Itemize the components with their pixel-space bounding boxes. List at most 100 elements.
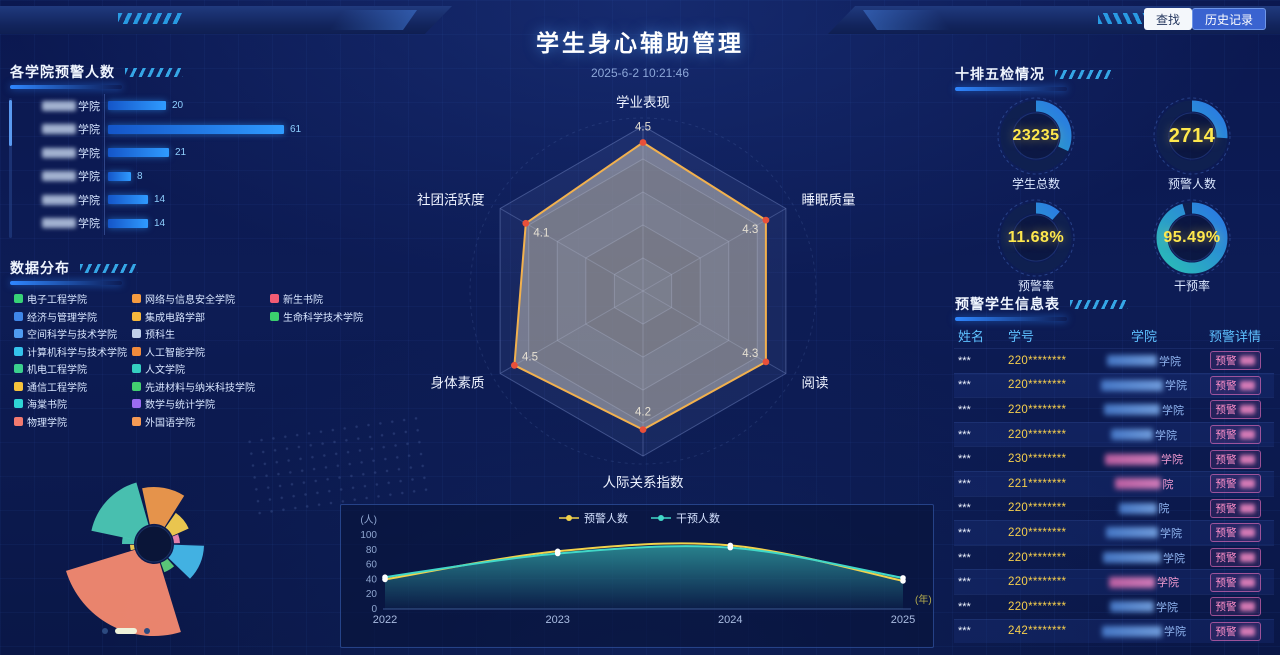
bar-row: 学院 14	[16, 211, 336, 235]
student-name: ***	[958, 428, 971, 441]
warning-badge[interactable]: 预警	[1209, 597, 1261, 617]
scrollbar-thumb[interactable]	[9, 100, 12, 146]
stat-label: 干预率	[1173, 279, 1210, 293]
warning-badge[interactable]: 预警	[1209, 523, 1261, 543]
bar-value: 8	[137, 170, 143, 182]
column-header-name: 姓名	[958, 328, 985, 344]
table-row[interactable]: *** 220******** 学院 预警	[954, 348, 1274, 373]
table-row[interactable]: *** 220******** 学院 预警	[954, 520, 1274, 545]
history-button[interactable]: 历史记录	[1191, 8, 1266, 30]
legend-column: 电子工程学院经济与管理学院空间科学与技术学院 计算机科学与技术学院 机电工程学院 通信…	[14, 292, 127, 429]
masked-college	[1118, 502, 1157, 514]
warning-badge[interactable]: 预警	[1209, 425, 1261, 445]
student-id: 220********	[1008, 379, 1067, 392]
table-row[interactable]: *** 242******** 学院 预警	[954, 618, 1274, 644]
legend-item[interactable]: 通信工程学院	[14, 380, 126, 394]
legend-item[interactable]: 先进材料与纳米科技学院	[132, 380, 264, 394]
masked-warning-detail	[1239, 626, 1255, 636]
warning-badge[interactable]: 预警	[1209, 474, 1261, 494]
pager-dot-active[interactable]	[115, 628, 137, 634]
college-suffix: 学院	[1157, 577, 1179, 590]
table-row[interactable]: *** 230******** 学院 预警	[954, 446, 1274, 471]
legend-item[interactable]: 空间科学与技术学院	[14, 327, 126, 341]
legend-item[interactable]: 人工智能学院	[132, 345, 264, 359]
legend-swatch	[132, 416, 141, 426]
legend-label: 新生书院	[283, 295, 323, 306]
legend-item[interactable]: 人文学院	[132, 362, 264, 376]
table-row[interactable]: *** 220******** 学院 预警	[954, 569, 1274, 594]
warning-badge[interactable]: 预警	[1209, 621, 1261, 641]
legend-item[interactable]: 生命科学技术学院	[270, 310, 363, 324]
bar-zone: 14	[104, 188, 336, 212]
table-row[interactable]: *** 221******** 院 预警	[954, 470, 1274, 496]
legend-swatch	[132, 329, 141, 338]
college-suffix: 学院	[78, 194, 100, 207]
section-title: 各学院预警人数	[10, 64, 115, 80]
student-college: 学院	[1090, 402, 1198, 418]
warning-cell: 预警	[1198, 474, 1272, 494]
legend-item[interactable]: 经济与管理学院	[14, 310, 126, 324]
table-row[interactable]: *** 220******** 学院 预警	[954, 421, 1274, 447]
pager-dot[interactable]	[102, 628, 108, 634]
college-suffix: 学院	[78, 100, 100, 113]
svg-text:80: 80	[366, 545, 378, 556]
legend-item[interactable]: 海棠书院	[14, 397, 126, 411]
bar-row: 学院 61	[16, 117, 336, 141]
legend-item[interactable]: 集成电路学部	[132, 310, 264, 324]
svg-text:60: 60	[366, 560, 378, 571]
masked-college	[1104, 404, 1160, 416]
masked-college-name	[42, 218, 76, 229]
warning-badge[interactable]: 预警	[1209, 375, 1261, 395]
slash-decoration	[1055, 69, 1113, 79]
warning-badge[interactable]: 预警	[1209, 351, 1261, 371]
student-name: ***	[958, 354, 971, 367]
legend-item[interactable]: 外国语学院	[132, 415, 264, 429]
legend-item[interactable]: 预科生	[132, 327, 264, 341]
warning-badge[interactable]: 预警	[1209, 498, 1261, 518]
slash-decoration	[1070, 299, 1128, 309]
legend-item[interactable]: 计算机科学与技术学院	[14, 345, 127, 359]
masked-warning-detail	[1239, 577, 1255, 587]
gauge-ring	[1153, 199, 1231, 277]
warning-badge[interactable]: 预警	[1209, 400, 1261, 420]
warning-badge[interactable]: 预警	[1209, 449, 1261, 469]
legend-item[interactable]: 电子工程学院	[14, 292, 126, 306]
pager-dot[interactable]	[144, 628, 150, 634]
stat-label: 预警率	[1017, 279, 1054, 293]
bar-chart-scrollbar[interactable]	[9, 98, 12, 238]
table-row[interactable]: *** 220******** 学院 预警	[954, 544, 1274, 570]
legend-item[interactable]: 物理学院	[14, 415, 126, 429]
college-warning-bars: 学院 20 学院 61 学院 21 学院 8 学院 14 学院 14	[16, 94, 336, 235]
bar-label: 学院	[16, 121, 100, 137]
gauge-ring	[997, 199, 1075, 277]
warning-badge[interactable]: 预警	[1209, 572, 1261, 592]
masked-college-name	[42, 147, 76, 158]
inspection-gauges: 23235 学生总数 2714 预警人数 11.68% 预警率 95.49% 干预率	[958, 96, 1270, 298]
search-button[interactable]: 查找	[1143, 8, 1192, 30]
student-name: ***	[958, 403, 971, 416]
table-row[interactable]: *** 220******** 学院 预警	[954, 372, 1274, 398]
table-row[interactable]: *** 220******** 学院 预警	[954, 397, 1274, 422]
masked-college	[1109, 576, 1155, 588]
legend-item[interactable]: 网络与信息安全学院	[132, 292, 264, 306]
legend-item[interactable]: 新生书院	[270, 292, 350, 306]
masked-college	[1107, 355, 1157, 367]
bar-label: 学院	[16, 192, 100, 208]
college-suffix: 学院	[1163, 552, 1185, 565]
legend-item[interactable]: 机电工程学院	[14, 362, 126, 376]
warning-table-rows: *** 220******** 学院 预警 *** 220******** 学院 预警 *** 2…	[954, 348, 1274, 644]
legend-swatch	[132, 399, 141, 408]
legend-item[interactable]: 数学与统计学院	[132, 397, 264, 411]
warning-badge[interactable]: 预警	[1209, 548, 1261, 568]
table-row[interactable]: *** 220******** 学院 预警	[954, 593, 1274, 619]
legend-label: 生命科学技术学院	[283, 312, 363, 324]
student-college: 学院	[1090, 599, 1198, 615]
college-suffix: 学院	[78, 147, 100, 160]
table-row[interactable]: *** 220******** 院 预警	[954, 495, 1274, 521]
title-underline	[955, 87, 1067, 91]
legend-swatch	[132, 294, 141, 303]
distribution-legend: 电子工程学院经济与管理学院空间科学与技术学院 计算机科学与技术学院 机电工程学院 通信…	[14, 292, 363, 429]
legend-label: 经济与管理学院	[27, 312, 97, 324]
svg-text:2022: 2022	[373, 614, 397, 626]
